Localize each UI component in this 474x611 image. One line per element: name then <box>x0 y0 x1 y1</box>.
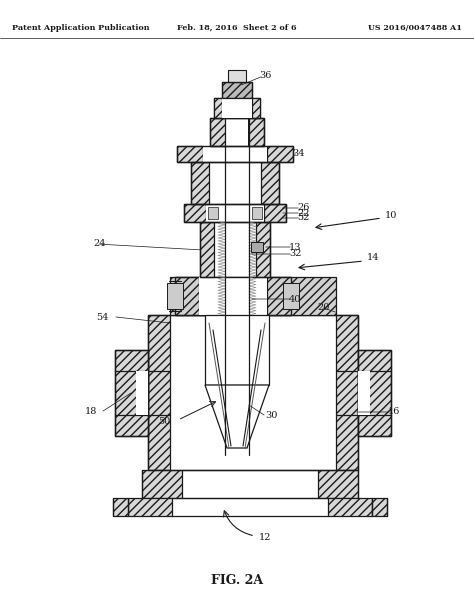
Bar <box>267 277 291 315</box>
Bar <box>210 118 226 146</box>
Bar <box>283 283 299 309</box>
Bar <box>148 315 358 470</box>
Bar <box>358 371 370 415</box>
Bar <box>336 315 358 470</box>
Bar <box>200 222 214 277</box>
Bar <box>177 146 293 162</box>
Text: 24: 24 <box>93 240 106 249</box>
Bar <box>148 315 170 470</box>
Text: US 2016/0047488 A1: US 2016/0047488 A1 <box>368 24 462 32</box>
Bar <box>358 350 391 436</box>
Text: 40: 40 <box>289 295 301 304</box>
Bar <box>177 146 203 162</box>
Text: 36: 36 <box>259 71 272 81</box>
Bar <box>214 98 260 118</box>
Polygon shape <box>265 277 336 315</box>
Text: 20: 20 <box>317 302 329 312</box>
Bar <box>200 222 270 277</box>
Bar <box>203 146 267 162</box>
Bar <box>214 98 222 118</box>
Text: 32: 32 <box>289 249 301 258</box>
Text: Feb. 18, 2016  Sheet 2 of 6: Feb. 18, 2016 Sheet 2 of 6 <box>177 24 297 32</box>
Bar <box>228 70 246 82</box>
Bar <box>199 277 267 315</box>
Bar <box>252 207 262 219</box>
Bar <box>222 82 252 98</box>
Bar <box>128 498 372 516</box>
Bar <box>256 222 270 277</box>
Text: 54: 54 <box>96 312 109 321</box>
Bar <box>142 470 182 498</box>
Bar <box>251 242 263 252</box>
Bar <box>191 162 279 204</box>
Bar <box>191 162 279 204</box>
Bar <box>358 350 391 436</box>
Bar <box>115 350 148 436</box>
Bar <box>318 470 358 498</box>
Bar <box>142 470 358 498</box>
Bar <box>175 277 199 315</box>
Bar <box>115 350 148 436</box>
Bar <box>225 98 249 455</box>
Text: 34: 34 <box>292 150 304 158</box>
Bar <box>248 118 264 146</box>
Polygon shape <box>170 277 209 315</box>
Text: 22: 22 <box>297 208 310 218</box>
Bar <box>148 315 358 470</box>
Text: 12: 12 <box>259 533 272 543</box>
Text: 18: 18 <box>85 406 97 415</box>
Bar <box>261 162 279 204</box>
Bar <box>184 204 206 222</box>
Bar <box>175 277 291 315</box>
Bar <box>113 498 128 516</box>
Bar <box>205 315 269 385</box>
Bar <box>206 204 264 222</box>
Text: 52: 52 <box>297 213 310 222</box>
Text: 10: 10 <box>385 211 397 219</box>
Text: 16: 16 <box>388 408 401 417</box>
Bar <box>222 98 252 118</box>
Text: 26: 26 <box>297 203 310 213</box>
Bar <box>184 204 286 222</box>
Bar <box>328 498 372 516</box>
Text: 30: 30 <box>265 411 277 420</box>
Bar <box>136 371 148 415</box>
Text: 13: 13 <box>289 243 301 252</box>
Bar <box>200 222 270 277</box>
Bar <box>267 146 293 162</box>
Bar <box>222 82 252 98</box>
Bar <box>252 98 260 118</box>
Bar <box>264 204 286 222</box>
Bar <box>372 498 387 516</box>
Text: Patent Application Publication: Patent Application Publication <box>12 24 149 32</box>
Bar <box>226 118 248 146</box>
Bar <box>191 162 209 204</box>
Bar <box>210 118 264 146</box>
Bar <box>128 498 172 516</box>
Polygon shape <box>205 385 269 448</box>
Bar <box>208 207 218 219</box>
Text: 14: 14 <box>367 254 380 263</box>
Bar <box>167 283 183 309</box>
Text: 50: 50 <box>158 417 170 426</box>
Text: FIG. 2A: FIG. 2A <box>211 574 263 587</box>
Bar <box>175 277 291 315</box>
